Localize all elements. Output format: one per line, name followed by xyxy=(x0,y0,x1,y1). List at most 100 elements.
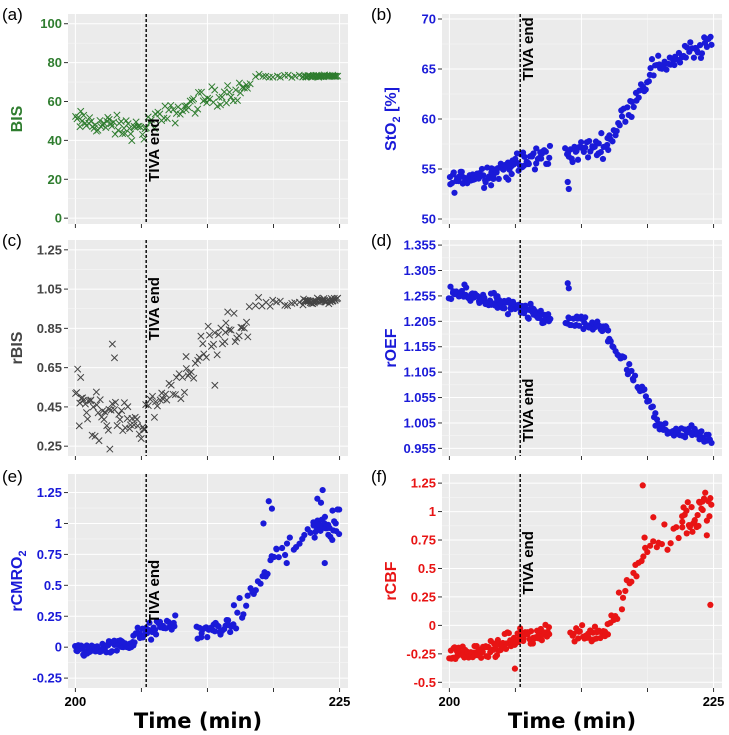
data-point xyxy=(113,111,121,119)
data-point xyxy=(542,148,549,155)
data-point xyxy=(110,118,118,126)
tiva-end-label: TIVA end xyxy=(520,531,537,594)
data-point xyxy=(124,403,132,411)
data-point xyxy=(142,124,150,132)
data-point xyxy=(234,609,241,616)
data-point xyxy=(243,602,250,609)
data-point xyxy=(224,82,232,90)
y-tick-label: 70 xyxy=(422,12,436,27)
data-point xyxy=(195,353,203,361)
data-point xyxy=(479,648,486,656)
data-point xyxy=(148,392,157,400)
data-point xyxy=(642,393,649,400)
data-point xyxy=(227,93,235,101)
data-point xyxy=(190,374,198,382)
panel-a: 0 20 40 60 80 100 BIS (a) TIVA end xyxy=(2,5,348,228)
x-tick-label: 225 xyxy=(703,694,725,709)
data-point xyxy=(153,402,161,410)
data-point xyxy=(605,327,612,334)
data-point xyxy=(609,138,616,145)
data-point xyxy=(73,389,81,397)
data-point xyxy=(334,294,342,302)
data-point xyxy=(501,305,508,312)
data-point xyxy=(105,405,113,414)
data-point xyxy=(505,176,512,183)
data-point xyxy=(243,84,252,92)
data-point xyxy=(635,94,642,101)
data-point xyxy=(579,622,586,629)
data-point xyxy=(252,73,260,81)
data-point xyxy=(146,395,154,403)
data-point xyxy=(520,635,527,642)
data-point xyxy=(490,175,497,182)
data-point xyxy=(96,116,104,125)
x-axis-title: Time (min) xyxy=(134,709,262,733)
plot-area xyxy=(68,474,348,688)
data-point xyxy=(275,554,282,561)
data-point xyxy=(232,86,240,94)
y-tick-label: -0.5 xyxy=(414,675,436,690)
data-point xyxy=(76,399,84,407)
data-point xyxy=(265,498,272,505)
x-axis-title: Time (min) xyxy=(508,709,636,733)
data-point xyxy=(664,546,671,553)
data-point xyxy=(696,42,704,49)
data-point xyxy=(200,350,208,358)
y-tick-label: 1.205 xyxy=(403,314,436,329)
data-point xyxy=(269,296,277,304)
data-point xyxy=(238,324,246,332)
data-point xyxy=(252,301,260,310)
y-tick-label: 1.25 xyxy=(37,485,62,500)
data-point xyxy=(644,548,651,556)
data-point xyxy=(510,634,518,641)
panel-label: (b) xyxy=(371,5,392,24)
data-point xyxy=(332,520,339,527)
data-point xyxy=(642,86,649,93)
data-point xyxy=(688,503,695,511)
data-point xyxy=(631,372,639,379)
y-tick-label: 1 xyxy=(55,516,62,531)
data-point xyxy=(132,118,140,126)
data-point xyxy=(110,354,119,362)
data-point xyxy=(89,403,97,411)
data-point xyxy=(205,331,214,339)
y-axis-label: rCMRO2 xyxy=(9,550,29,611)
data-point xyxy=(127,130,135,138)
data-point xyxy=(586,137,593,145)
x-tick-label: 200 xyxy=(65,694,87,709)
data-point xyxy=(114,126,122,134)
data-point xyxy=(178,373,187,381)
y-axis-label: rBIS xyxy=(9,331,26,364)
data-point xyxy=(684,499,691,506)
data-point xyxy=(281,551,289,559)
y-tick-label: 0.45 xyxy=(37,399,62,414)
data-point xyxy=(447,283,454,290)
data-point xyxy=(618,113,626,120)
data-point xyxy=(176,110,184,118)
data-point xyxy=(570,630,577,638)
y-axis-label: StO2 [%] xyxy=(383,87,403,151)
data-point xyxy=(517,625,524,632)
data-point xyxy=(85,114,94,122)
data-point xyxy=(213,351,221,359)
data-point xyxy=(564,178,571,186)
data-point xyxy=(171,391,179,399)
data-point xyxy=(531,166,539,173)
data-point xyxy=(591,623,599,630)
data-point xyxy=(695,522,702,530)
data-point xyxy=(218,93,226,101)
data-point xyxy=(683,530,690,537)
data-point xyxy=(706,513,713,520)
data-point xyxy=(273,546,280,553)
data-point xyxy=(199,340,207,348)
data-point xyxy=(703,532,710,539)
data-point xyxy=(673,524,680,531)
data-point xyxy=(77,373,85,382)
data-point xyxy=(319,486,326,494)
data-point xyxy=(137,435,145,443)
data-point xyxy=(661,521,668,528)
data-point xyxy=(511,665,519,672)
data-point xyxy=(209,340,218,348)
data-point xyxy=(227,326,235,334)
data-point xyxy=(111,130,119,138)
